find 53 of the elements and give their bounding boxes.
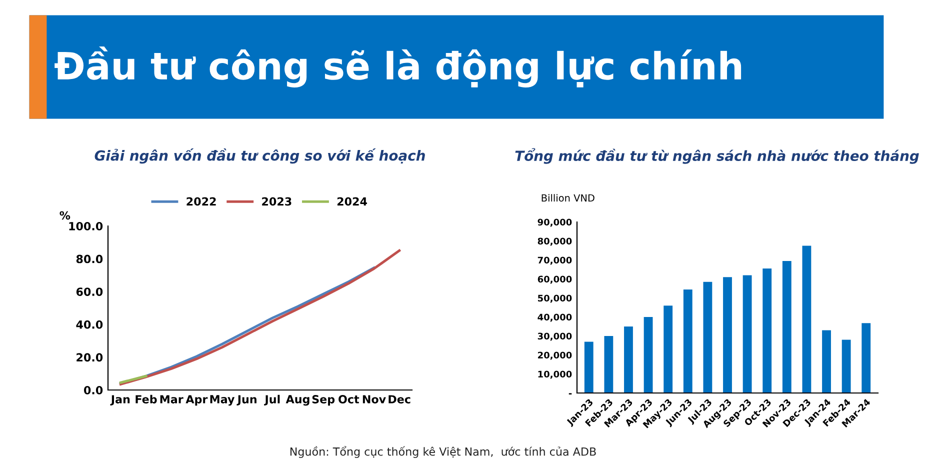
bar: [862, 323, 871, 393]
bar: [822, 330, 831, 393]
y-tick-label: 40,000: [538, 314, 572, 322]
y-tick-label: 60.0: [76, 288, 103, 296]
y-tick-label: 70,000: [538, 256, 572, 265]
bar: [664, 306, 673, 393]
y-tick-label: 40.0: [76, 320, 103, 329]
x-tick-label: Aug: [286, 395, 310, 406]
x-tick-label: Jun: [236, 395, 256, 406]
bar: [842, 340, 851, 393]
bar: [624, 326, 633, 393]
legend-label: 2022: [186, 197, 216, 206]
text: Nguồn: Tổng cục thống kê Việt Nam, ước tính của ADB: [290, 446, 596, 458]
legend-label: 2024: [337, 197, 367, 206]
bar: [604, 336, 614, 393]
legend-label: 2023: [262, 197, 292, 206]
x-tick-label: Jul: [264, 394, 280, 406]
x-tick-label: Apr: [186, 395, 208, 406]
y-tick-label: 100.0: [69, 222, 103, 230]
y-tick-label: 20,000: [538, 352, 572, 360]
x-tick-label: Jan: [110, 395, 130, 406]
bar: [762, 268, 772, 393]
y-tick-label: 60,000: [538, 276, 572, 284]
bar: [584, 342, 594, 393]
x-tick-label: Oct: [338, 395, 360, 404]
y-tick-label: 50,000: [538, 294, 572, 303]
x-tick-label: Dec: [388, 395, 410, 404]
x-tick-label: May: [210, 395, 235, 406]
y-axis-title: Billion VND: [542, 194, 594, 202]
bar: [683, 289, 692, 393]
x-tick-label: Nov: [362, 395, 386, 404]
x-tick-label: Mar: [160, 395, 184, 404]
y-tick-label: 80,000: [538, 238, 572, 246]
line-series: [119, 249, 401, 386]
x-tick-label: Sep: [312, 395, 335, 406]
chart-title: Tổng mức đầu tư từ ngân sách nhà nước theo tháng: [515, 148, 919, 164]
bar: [802, 246, 812, 393]
text: Đầu tư công sẽ là động lực chính: [54, 46, 742, 88]
y-tick-label: 30,000: [538, 332, 572, 341]
bar: [703, 282, 712, 393]
y-tick-label: -: [568, 393, 572, 394]
chart-title: Giải ngân vốn đầu tư công so với kế hoạch: [94, 148, 425, 164]
y-tick-label: 10,000: [538, 370, 572, 379]
bar: [782, 260, 792, 393]
bar: [644, 317, 653, 393]
y-tick-label: 80.0: [76, 254, 103, 264]
y-axis-title: %: [60, 211, 70, 220]
y-tick-label: 0.0: [84, 386, 103, 394]
y-tick-label: 90,000: [538, 218, 572, 227]
bar: [742, 275, 752, 393]
x-tick-label: Feb: [136, 394, 157, 404]
bar: [723, 277, 732, 393]
y-tick-label: 20.0: [76, 353, 103, 362]
